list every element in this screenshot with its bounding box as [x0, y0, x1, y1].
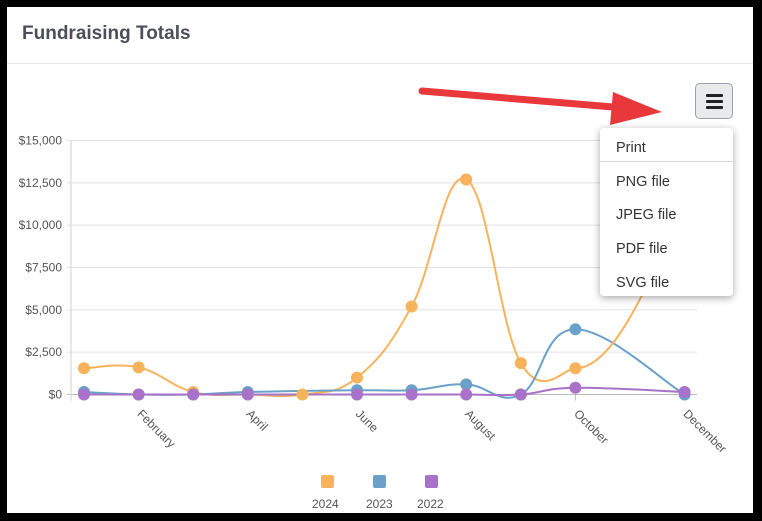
data-point-2022 — [351, 388, 363, 401]
legend-swatch — [321, 475, 334, 488]
menu-item-jpeg[interactable]: JPEG file — [616, 207, 677, 223]
data-point-2024 — [569, 362, 582, 375]
legend-label: 2022 — [417, 497, 444, 511]
legend-label: 2024 — [312, 497, 339, 511]
x-tick-label: April — [244, 407, 271, 434]
data-point-2022 — [514, 388, 527, 401]
data-point-2022 — [187, 388, 200, 401]
legend-label: 2023 — [366, 497, 393, 511]
legend-swatch — [373, 475, 386, 488]
data-point-2024 — [514, 357, 527, 370]
data-point-2024 — [78, 362, 90, 375]
chart-card: Fundraising Totals $0 $2,500 $5,000 $7,500 $… — [7, 7, 753, 513]
data-point-2022 — [132, 388, 145, 401]
red-arrow-shaft — [418, 87, 629, 112]
data-point-2024 — [296, 388, 309, 401]
data-point-2022 — [241, 388, 254, 401]
data-point-2023 — [569, 323, 582, 336]
data-point-2024 — [405, 300, 418, 313]
menu-divider — [600, 161, 733, 162]
y-tick-label: $5,000 — [25, 303, 62, 317]
y-tick-label: $7,500 — [25, 261, 62, 275]
card-title: Fundraising Totals — [22, 23, 191, 44]
series-line-2022 — [84, 386, 685, 397]
y-tick-label: $10,000 — [19, 218, 63, 232]
data-point-2022 — [678, 385, 691, 398]
series-line-2024 — [83, 177, 576, 398]
red-arrow-icon — [610, 92, 662, 125]
x-tick-label: February — [134, 407, 178, 451]
menu-item-pdf[interactable]: PDF file — [616, 241, 668, 257]
legend-swatch — [425, 475, 438, 488]
line-chart: $0 $2,500 $5,000 $7,500 $10,000 $12,500 $15,00… — [19, 87, 730, 456]
x-tick-label: December — [680, 407, 729, 456]
y-tick-label: $2,500 — [25, 345, 62, 359]
menu-item-print[interactable]: Print — [616, 140, 646, 156]
data-point-2024 — [351, 371, 363, 384]
export-menu: Print PNG file JPEG file PDF file SVG fi… — [600, 128, 733, 296]
data-point-2024 — [132, 361, 145, 374]
data-point-2022 — [405, 388, 418, 401]
data-point-2022 — [460, 388, 473, 401]
data-point-2022 — [78, 388, 90, 401]
data-point-2024 — [460, 173, 473, 186]
menu-item-png[interactable]: PNG file — [616, 174, 670, 190]
data-point-2023 — [460, 378, 473, 391]
y-tick-label: $0 — [49, 388, 63, 402]
card-header: Fundraising Totals — [7, 7, 753, 64]
data-point-2022 — [569, 381, 582, 394]
x-tick-label: June — [353, 407, 382, 436]
hamburger-menu-icon[interactable] — [695, 83, 733, 119]
x-tick-label: October — [571, 407, 611, 447]
menu-item-svg[interactable]: SVG file — [616, 275, 670, 291]
y-tick-label: $15,000 — [19, 134, 63, 148]
y-tick-label: $12,500 — [19, 176, 63, 190]
x-tick-label: August — [462, 407, 499, 444]
